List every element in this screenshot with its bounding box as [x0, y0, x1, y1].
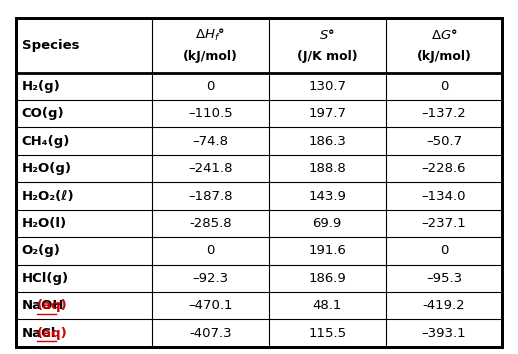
Text: H₂(g): H₂(g) — [22, 80, 61, 93]
Text: –137.2: –137.2 — [422, 107, 466, 120]
Text: –228.6: –228.6 — [422, 162, 466, 175]
Text: CH₄(g): CH₄(g) — [22, 135, 70, 148]
Bar — [16, 127, 502, 155]
Text: H₂O(l): H₂O(l) — [22, 217, 67, 230]
Bar — [16, 100, 502, 127]
Text: –50.7: –50.7 — [426, 135, 462, 148]
Text: –241.8: –241.8 — [188, 162, 233, 175]
Text: NaCl: NaCl — [22, 327, 56, 340]
Text: 186.3: 186.3 — [308, 135, 346, 148]
Text: CO(g): CO(g) — [22, 107, 64, 120]
Text: –92.3: –92.3 — [192, 272, 228, 285]
Text: 186.9: 186.9 — [308, 272, 346, 285]
Text: $\mathit{S}$°: $\mathit{S}$° — [319, 28, 335, 41]
Text: (kJ/mol): (kJ/mol) — [183, 50, 238, 63]
Text: –110.5: –110.5 — [188, 107, 233, 120]
Text: $\Delta$$\mathit{H_f}$°: $\Delta$$\mathit{H_f}$° — [195, 27, 225, 42]
Text: H₂O(g): H₂O(g) — [22, 162, 72, 175]
Text: 197.7: 197.7 — [308, 107, 346, 120]
Text: (J/K mol): (J/K mol) — [297, 50, 357, 63]
Bar — [16, 319, 502, 347]
Text: HCl(g): HCl(g) — [22, 272, 69, 285]
Text: $\Delta$$\mathit{G}$°: $\Delta$$\mathit{G}$° — [430, 28, 457, 41]
Text: –470.1: –470.1 — [188, 299, 233, 312]
Bar — [16, 73, 502, 100]
Text: (aq): (aq) — [37, 327, 67, 340]
Text: –187.8: –187.8 — [188, 189, 233, 202]
Text: 0: 0 — [440, 80, 448, 93]
Text: -419.2: -419.2 — [423, 299, 465, 312]
Text: 143.9: 143.9 — [308, 189, 346, 202]
Text: –74.8: –74.8 — [192, 135, 228, 148]
Text: 191.6: 191.6 — [308, 244, 346, 257]
Text: -407.3: -407.3 — [189, 327, 232, 340]
Bar — [16, 210, 502, 237]
Text: 69.9: 69.9 — [312, 217, 342, 230]
Text: –237.1: –237.1 — [422, 217, 466, 230]
Text: –134.0: –134.0 — [422, 189, 466, 202]
Text: 188.8: 188.8 — [308, 162, 346, 175]
Text: O₂(g): O₂(g) — [22, 244, 61, 257]
Text: Species: Species — [22, 39, 79, 52]
Text: –393.1: –393.1 — [422, 327, 466, 340]
Bar — [16, 155, 502, 182]
Text: 0: 0 — [440, 244, 448, 257]
Bar — [16, 237, 502, 264]
Text: (kJ/mol): (kJ/mol) — [416, 50, 471, 63]
Text: -285.8: -285.8 — [189, 217, 232, 230]
Text: H₂O₂(ℓ): H₂O₂(ℓ) — [22, 189, 75, 202]
Text: NaOH: NaOH — [22, 299, 64, 312]
Text: –95.3: –95.3 — [426, 272, 462, 285]
Text: 115.5: 115.5 — [308, 327, 346, 340]
Bar — [16, 182, 502, 210]
Text: 0: 0 — [206, 244, 214, 257]
Text: 130.7: 130.7 — [308, 80, 346, 93]
Bar — [16, 264, 502, 292]
Text: 48.1: 48.1 — [312, 299, 342, 312]
Text: (aq): (aq) — [37, 299, 67, 312]
Bar — [16, 18, 502, 73]
Bar — [16, 292, 502, 319]
Text: 0: 0 — [206, 80, 214, 93]
